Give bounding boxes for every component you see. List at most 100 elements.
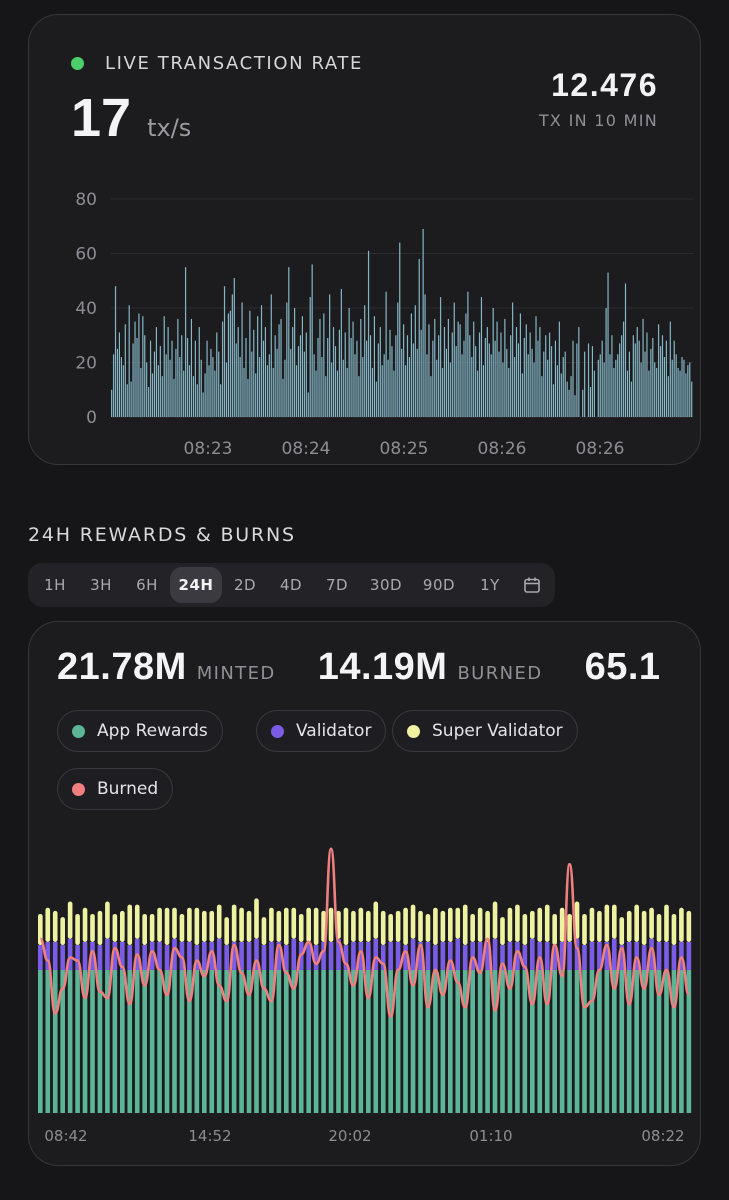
rewards-stats-row: 21.78M MINTED 14.19M BURNED 65.1 xyxy=(57,646,661,689)
live-bar xyxy=(611,335,613,417)
live-bar xyxy=(266,365,268,417)
validator-bar xyxy=(500,945,505,970)
range-btn-7d[interactable]: 7D xyxy=(325,576,349,594)
live-bar xyxy=(681,357,683,417)
live-bar xyxy=(537,340,539,417)
live-bar xyxy=(517,343,520,417)
app-rewards-bar xyxy=(45,969,51,1113)
live-bar xyxy=(667,376,669,417)
live-bar xyxy=(560,373,562,417)
live-bar xyxy=(260,305,263,417)
live-bar xyxy=(194,340,196,417)
rewards-x-tick: 20:02 xyxy=(328,1127,371,1145)
super-validator-bar xyxy=(515,904,520,942)
legend-chip[interactable]: Burned xyxy=(57,768,174,810)
app-rewards-bar xyxy=(261,969,267,1113)
live-bar xyxy=(233,278,235,417)
calendar-icon[interactable] xyxy=(514,567,550,603)
range-btn-4d[interactable]: 4D xyxy=(279,576,303,594)
live-bar xyxy=(566,381,568,417)
app-rewards-bar xyxy=(172,969,177,1113)
rewards-x-tick: 14:52 xyxy=(188,1127,231,1145)
super-validator-bar xyxy=(164,907,170,946)
app-rewards-bar xyxy=(239,969,244,1113)
validator-bar xyxy=(38,945,43,970)
validator-bar xyxy=(686,941,692,970)
app-rewards-bar xyxy=(597,969,602,1113)
validator-bar xyxy=(634,941,639,970)
app-rewards-bar xyxy=(433,969,438,1113)
super-validator-bar xyxy=(626,910,632,942)
app-rewards-bar xyxy=(522,969,528,1113)
super-validator-bar xyxy=(276,910,282,942)
app-rewards-bar xyxy=(537,969,543,1113)
app-rewards-bar xyxy=(425,969,431,1113)
super-validator-bar xyxy=(216,904,222,939)
legend-chip[interactable]: Validator xyxy=(256,710,387,752)
live-bar xyxy=(410,313,412,417)
live-bar xyxy=(286,302,288,417)
live-bar xyxy=(183,370,185,417)
range-btn-24h[interactable]: 24H xyxy=(170,567,222,603)
live-bar xyxy=(646,332,648,417)
super-validator-bar xyxy=(313,907,319,946)
validator-bar xyxy=(45,941,51,970)
live-bar xyxy=(457,321,459,417)
legend-chip[interactable]: App Rewards xyxy=(57,710,223,752)
live-bar xyxy=(206,340,208,417)
app-rewards-bar xyxy=(298,969,304,1113)
live-x-tick: 08:25 xyxy=(380,439,429,459)
validator-bar xyxy=(492,938,498,970)
super-validator-bar xyxy=(82,907,88,942)
live-bar xyxy=(630,381,632,417)
live-bar xyxy=(186,337,189,417)
validator-bar xyxy=(202,941,207,970)
validator-bar xyxy=(164,945,170,970)
live-bar xyxy=(469,335,471,417)
live-y-tick: 40 xyxy=(75,299,97,319)
validator-bar xyxy=(179,941,185,970)
validator-bar xyxy=(612,938,617,970)
range-btn-1y[interactable]: 1Y xyxy=(480,576,500,594)
live-bar xyxy=(430,376,432,417)
live-bar xyxy=(632,335,634,417)
range-btn-6h[interactable]: 6H xyxy=(136,576,158,594)
live-bar xyxy=(358,376,360,417)
app-rewards-bar xyxy=(530,969,535,1113)
live-bar xyxy=(484,337,486,417)
validator-bar xyxy=(679,941,684,970)
live-bar xyxy=(574,395,576,417)
validator-bar xyxy=(75,945,80,970)
live-bar xyxy=(385,291,387,417)
validator-bar xyxy=(246,941,252,970)
super-validator-bar xyxy=(500,917,505,946)
live-y-tick: 20 xyxy=(75,354,97,374)
super-validator-bar xyxy=(418,910,423,942)
app-rewards-bar xyxy=(567,969,572,1113)
super-validator-bar xyxy=(492,901,498,939)
live-bar xyxy=(691,381,693,417)
range-btn-90d[interactable]: 90D xyxy=(422,576,456,594)
live-bar xyxy=(486,327,488,417)
rewards-burns-chart: 08:42 14:52 20:02 01:10 08:22 xyxy=(38,847,692,1145)
range-btn-3h[interactable]: 3H xyxy=(90,576,112,594)
range-btn-1h[interactable]: 1H xyxy=(44,576,66,594)
live-bar xyxy=(167,327,169,417)
live-bar xyxy=(365,340,368,417)
range-btn-30d[interactable]: 30D xyxy=(369,576,403,594)
validator-bar xyxy=(485,941,490,970)
rewards-section-title: 24H REWARDS & BURNS xyxy=(28,524,296,546)
legend-chip[interactable]: Super Validator xyxy=(392,710,578,752)
range-btn-2d[interactable]: 2D xyxy=(233,576,257,594)
validator-bar xyxy=(358,941,364,970)
live-bar xyxy=(288,267,290,417)
app-rewards-bar xyxy=(291,969,297,1113)
super-validator-bar xyxy=(507,907,513,942)
super-validator-bar xyxy=(604,904,610,942)
super-validator-bar xyxy=(142,913,147,946)
super-validator-bar xyxy=(477,907,483,942)
validator-bar xyxy=(284,945,289,970)
validator-bar xyxy=(477,941,483,970)
burned-line xyxy=(39,847,691,1018)
app-rewards-bar xyxy=(358,969,364,1113)
